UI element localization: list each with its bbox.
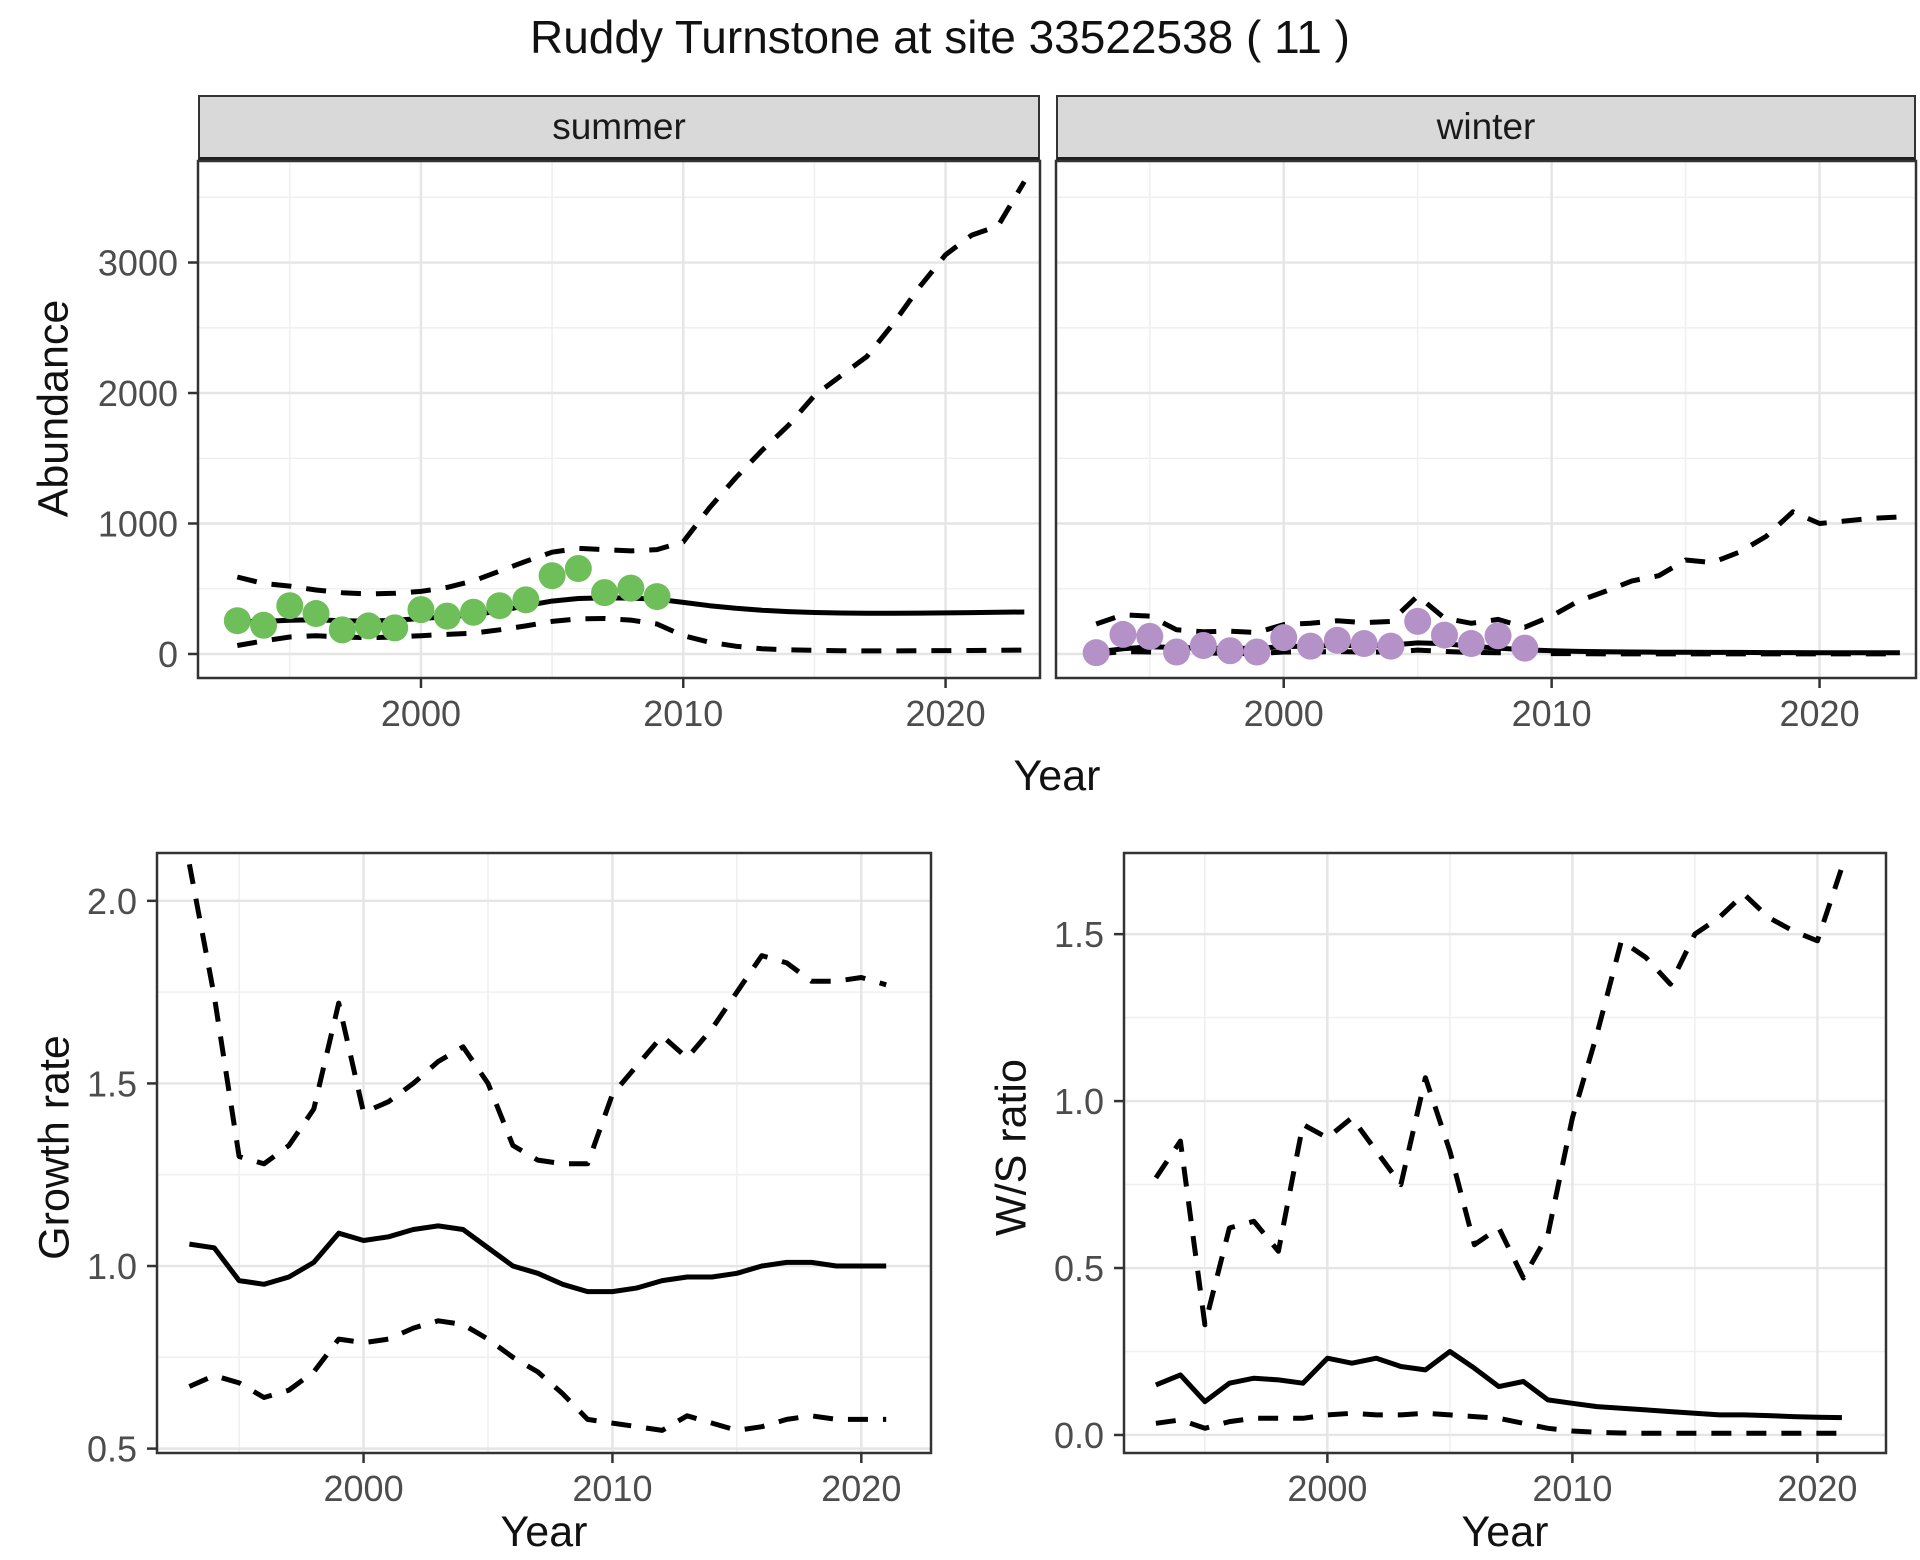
summer-abundance-chart: 2000 2010 2020 0 1000 2000 3000 [98,159,1042,734]
growth-y-tick-label: 1.5 [87,1063,137,1104]
ws-upper-ci-line [1153,866,1845,1328]
winter-observed-point [1350,630,1378,658]
summer-y-tick-label: 3000 [98,243,178,284]
summer-observed-point [302,600,330,628]
ws-ratio-chart: 2000 2010 2020 0.0 0.5 1.0 1.5 [1054,851,1888,1509]
figure-title: Ruddy Turnstone at site 33522538 ( 11 ) [529,11,1350,63]
ws-y-tick-label: 0.0 [1054,1415,1104,1456]
winter-observed-point [1484,622,1512,650]
summer-observed-point [223,607,251,635]
winter-observed-point [1404,607,1432,635]
winter-upper-ci-line [1095,509,1901,635]
abundance-x-axis-title: Year [1013,752,1101,800]
growth-x-tick-label: 2010 [572,1468,652,1509]
summer-upper-ci-line [236,180,1027,597]
growth-y-tick-label: 2.0 [87,881,137,922]
winter-observed-point [1082,639,1110,667]
summer-observed-point [433,602,461,630]
growth-x-axis-title: Year [500,1508,588,1556]
winter-x-tick-label: 2010 [1512,693,1592,734]
summer-lower-ci-line [236,616,1025,654]
facet-strip-winter: winter [1056,95,1916,161]
winter-observed-point [1297,632,1325,660]
summer-observed-point [250,611,278,639]
winter-observed-point [1323,626,1351,654]
summer-observed-point [486,592,514,620]
winter-observed-point [1189,632,1217,660]
summer-observed-point [459,598,487,626]
ws-x-tick-label: 2020 [1777,1468,1857,1509]
growth-y-tick-label: 1.0 [87,1246,137,1287]
summer-y-tick-label: 1000 [98,504,178,545]
summer-observed-point [591,579,619,607]
summer-observed-point [328,616,356,644]
growth-y-tick-label: 0.5 [87,1429,137,1470]
ws-y-tick-label: 0.5 [1054,1248,1104,1289]
growth-x-tick-label: 2020 [821,1468,901,1509]
facet-strip-summer: summer [198,95,1040,161]
ws-x-tick-label: 2010 [1532,1468,1612,1509]
summer-observed-point [538,562,566,590]
growth-rate-chart: 2000 2010 2020 0.5 1.0 1.5 2.0 [87,851,933,1509]
growth-x-tick-label: 2000 [324,1468,404,1509]
summer-observed-point [407,596,435,624]
summer-x-tick-label: 2010 [643,693,723,734]
summer-y-tick-label: 2000 [98,373,178,414]
summer-observed-point [354,612,382,640]
summer-observed-point [381,614,409,642]
growth-fit-line [189,1223,887,1295]
winter-observed-point [1377,632,1405,660]
summer-observed-point [643,583,671,611]
summer-observed-point [512,586,540,614]
growth-lower-ci-line [188,1318,887,1433]
ws-lower-ci-line [1155,1410,1842,1436]
winter-observed-point [1163,638,1191,666]
ws-y-axis-title: W/S ratio [987,1059,1036,1236]
summer-observed-point [276,592,304,620]
winter-observed-point [1243,638,1271,666]
winter-abundance-chart: 2000 2010 2020 [1054,159,1918,734]
ws-x-tick-label: 2000 [1287,1468,1367,1509]
winter-observed-point [1216,637,1244,665]
winter-observed-point [1136,622,1164,650]
winter-x-tick-label: 2000 [1244,693,1324,734]
winter-observed-point [1270,624,1298,652]
winter-observed-point [1109,620,1137,648]
ws-y-tick-label: 1.5 [1054,914,1104,955]
summer-y-tick-label: 0 [158,634,178,675]
winter-x-tick-label: 2020 [1780,693,1860,734]
winter-observed-point [1430,621,1458,649]
facet-strip-winter-label: winter [1436,106,1536,147]
ws-x-axis-title: Year [1461,1508,1549,1556]
growth-upper-ci-line [186,863,887,1167]
summer-observed-point [617,574,645,602]
ws-fit-line [1154,1349,1842,1421]
winter-observed-point [1511,634,1539,662]
winter-observed-point [1457,630,1485,658]
summer-x-tick-label: 2020 [906,693,986,734]
facet-strip-summer-label: summer [552,106,686,147]
ws-y-tick-label: 1.0 [1054,1081,1104,1122]
summer-x-tick-label: 2000 [381,693,461,734]
summer-observed-point [564,555,592,583]
